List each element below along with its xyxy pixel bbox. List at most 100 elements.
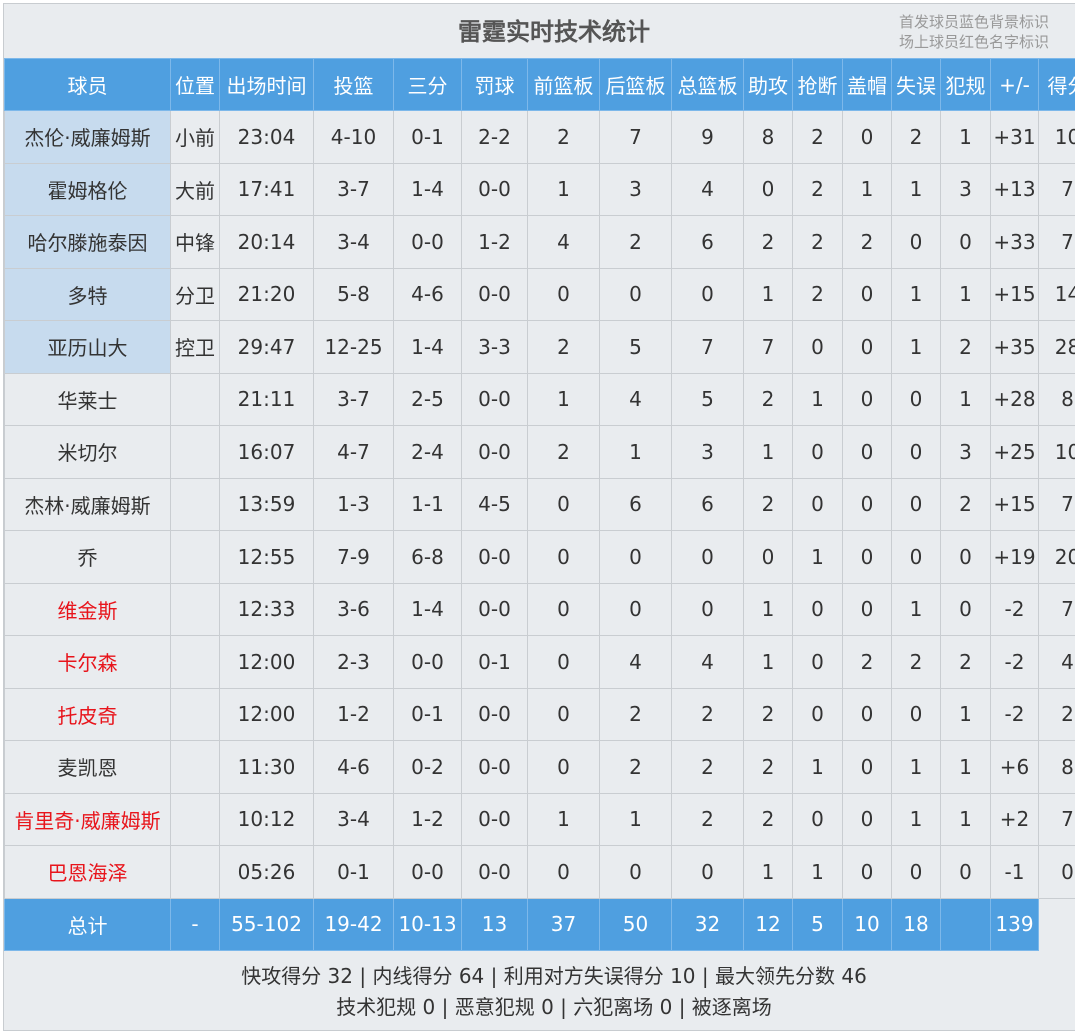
column-header[interactable]: 失误: [892, 59, 941, 111]
stat-cell: 2: [672, 688, 744, 741]
stat-cell: 21:11: [220, 373, 314, 426]
stat-cell: 0-0: [462, 846, 528, 899]
column-header[interactable]: 球员: [5, 59, 171, 111]
stat-cell: 23:04: [220, 111, 314, 164]
stat-cell: 3-4: [314, 216, 394, 269]
player-name[interactable]: 卡尔森: [5, 636, 171, 689]
stat-cell: 10: [1039, 111, 1075, 164]
stat-cell: 1-1: [394, 478, 462, 531]
player-name[interactable]: 哈尔滕施泰因: [5, 216, 171, 269]
stat-cell: 3: [600, 163, 672, 216]
stat-cell: 2: [744, 478, 793, 531]
stat-cell: 0: [892, 478, 941, 531]
summary-line-1: 快攻得分 32 | 内线得分 64 | 利用对方失误得分 10 | 最大领先分数…: [4, 961, 1075, 992]
stat-cell: 0: [672, 531, 744, 584]
player-name[interactable]: 托皮奇: [5, 688, 171, 741]
stat-cell: 7: [600, 111, 672, 164]
stat-cell: +15: [991, 268, 1039, 321]
player-name[interactable]: 麦凯恩: [5, 741, 171, 794]
column-header[interactable]: +/-: [991, 59, 1039, 111]
stat-cell: 1: [744, 846, 793, 899]
stat-cell: 13:59: [220, 478, 314, 531]
total-cell: [941, 898, 991, 951]
stat-cell: 1-3: [314, 478, 394, 531]
stat-cell: 1: [892, 793, 941, 846]
column-header[interactable]: 前篮板: [528, 59, 600, 111]
stat-cell: 1: [793, 373, 843, 426]
stat-cell: 0: [843, 478, 892, 531]
stat-cell: 0-0: [462, 688, 528, 741]
stat-cell: 0-0: [394, 636, 462, 689]
stat-cell: -1: [991, 846, 1039, 899]
column-header[interactable]: 盖帽: [843, 59, 892, 111]
total-cell: 32: [672, 898, 744, 951]
column-header[interactable]: 抢断: [793, 59, 843, 111]
stat-cell: 20: [1039, 531, 1075, 584]
stat-cell: 2: [892, 636, 941, 689]
column-header[interactable]: 犯规: [941, 59, 991, 111]
column-header[interactable]: 三分: [394, 59, 462, 111]
player-name[interactable]: 巴恩海泽: [5, 846, 171, 899]
stat-cell: 1: [528, 163, 600, 216]
stat-cell: 8: [1039, 741, 1075, 794]
stat-cell: 7: [1039, 163, 1075, 216]
stat-cell: 1: [600, 793, 672, 846]
stat-cell: 6-8: [394, 531, 462, 584]
stat-cell: 0: [843, 268, 892, 321]
player-name[interactable]: 肯里奇·威廉姆斯: [5, 793, 171, 846]
stat-cell: 0: [892, 426, 941, 479]
stat-cell: 0-0: [462, 373, 528, 426]
stat-cell: 0: [941, 216, 991, 269]
column-header[interactable]: 罚球: [462, 59, 528, 111]
stat-cell: 0-0: [462, 793, 528, 846]
column-header[interactable]: 位置: [171, 59, 220, 111]
stat-cell: 0: [843, 111, 892, 164]
column-header[interactable]: 助攻: [744, 59, 793, 111]
stat-cell: 1: [528, 373, 600, 426]
stat-cell: 2: [600, 741, 672, 794]
stat-cell: 2: [1039, 688, 1075, 741]
player-name[interactable]: 亚历山大: [5, 321, 171, 374]
player-name[interactable]: 维金斯: [5, 583, 171, 636]
stat-cell: +28: [991, 373, 1039, 426]
player-name[interactable]: 多特: [5, 268, 171, 321]
stat-cell: [171, 426, 220, 479]
summary-footer: 快攻得分 32 | 内线得分 64 | 利用对方失误得分 10 | 最大领先分数…: [4, 951, 1075, 1023]
player-name[interactable]: 华莱士: [5, 373, 171, 426]
stat-cell: 1: [892, 583, 941, 636]
column-header[interactable]: 得分: [1039, 59, 1075, 111]
stat-cell: 4: [672, 636, 744, 689]
total-cell: 50: [600, 898, 672, 951]
stat-cell: 中锋: [171, 216, 220, 269]
total-cell: -: [171, 898, 220, 951]
stat-cell: 5-8: [314, 268, 394, 321]
stat-cell: +31: [991, 111, 1039, 164]
stat-cell: 0: [941, 846, 991, 899]
stat-cell: 0-0: [462, 531, 528, 584]
player-name[interactable]: 乔: [5, 531, 171, 584]
column-header[interactable]: 出场时间: [220, 59, 314, 111]
stat-cell: 28: [1039, 321, 1075, 374]
stat-cell: +35: [991, 321, 1039, 374]
stat-cell: 2: [941, 636, 991, 689]
stat-cell: +2: [991, 793, 1039, 846]
stat-cell: 0: [793, 636, 843, 689]
stat-cell: 0: [528, 741, 600, 794]
player-name[interactable]: 杰林·威廉姆斯: [5, 478, 171, 531]
player-name[interactable]: 杰伦·威廉姆斯: [5, 111, 171, 164]
column-header[interactable]: 总篮板: [672, 59, 744, 111]
player-name[interactable]: 霍姆格伦: [5, 163, 171, 216]
column-header[interactable]: 投篮: [314, 59, 394, 111]
stat-cell: 0-2: [394, 741, 462, 794]
stat-cell: 3-6: [314, 583, 394, 636]
stat-cell: 0: [793, 321, 843, 374]
stat-cell: 0: [744, 163, 793, 216]
stat-cell: 4-10: [314, 111, 394, 164]
starter-note: 首发球员蓝色背景标识: [899, 12, 1049, 32]
stat-cell: 1: [941, 111, 991, 164]
player-name[interactable]: 米切尔: [5, 426, 171, 479]
column-header[interactable]: 后篮板: [600, 59, 672, 111]
stat-cell: 1: [744, 426, 793, 479]
